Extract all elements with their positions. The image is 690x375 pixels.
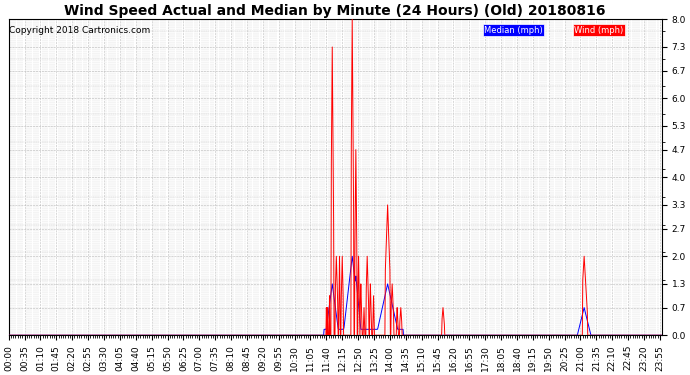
- Text: Median (mph): Median (mph): [484, 26, 543, 34]
- Text: Copyright 2018 Cartronics.com: Copyright 2018 Cartronics.com: [10, 26, 150, 34]
- Text: Wind (mph): Wind (mph): [574, 26, 624, 34]
- Title: Wind Speed Actual and Median by Minute (24 Hours) (Old) 20180816: Wind Speed Actual and Median by Minute (…: [64, 4, 606, 18]
